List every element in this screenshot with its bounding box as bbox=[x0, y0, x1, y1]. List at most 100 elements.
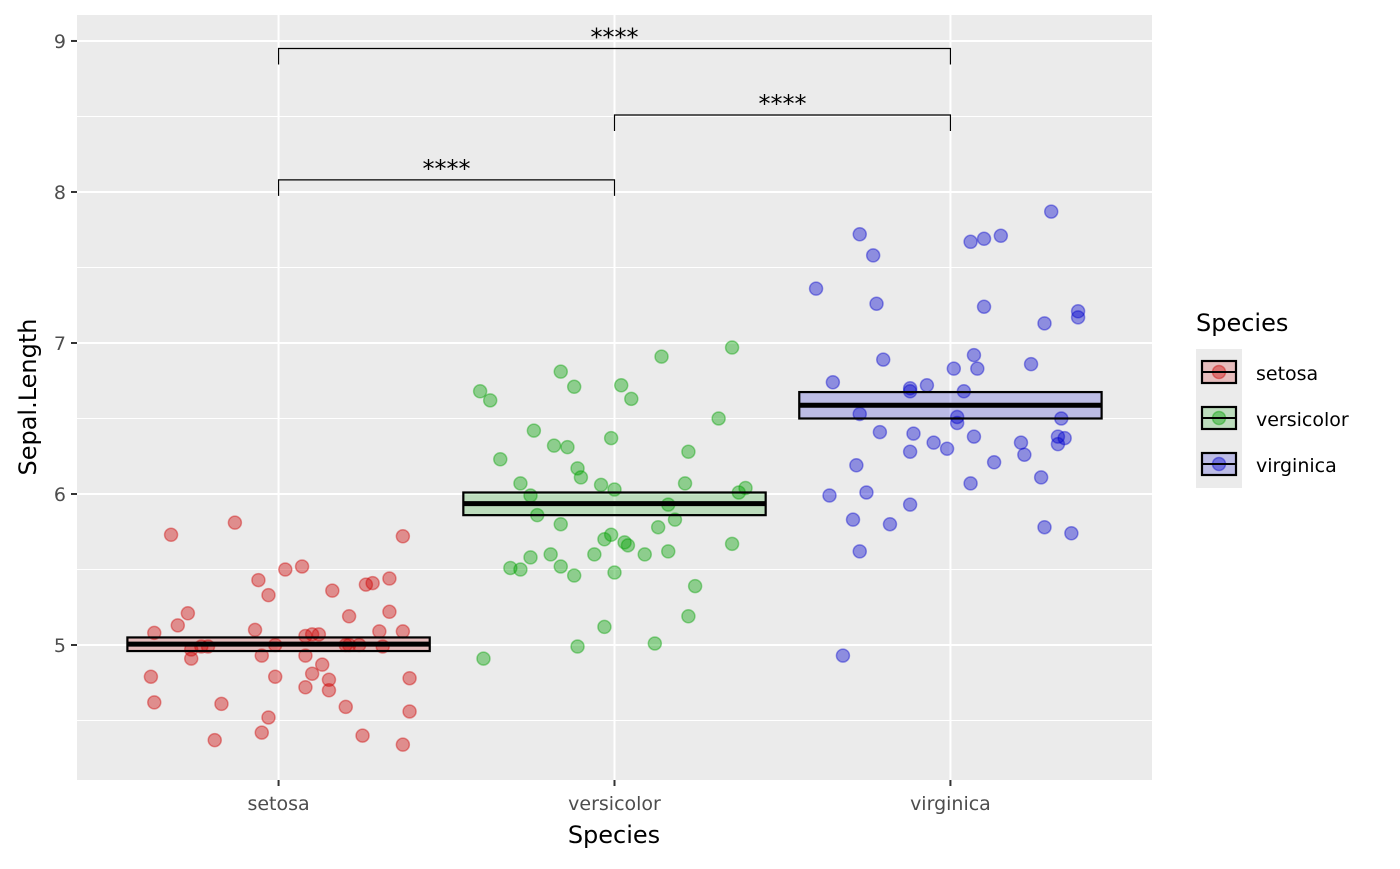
data-point-versicolor bbox=[738, 480, 753, 496]
data-point-setosa bbox=[267, 669, 283, 684]
data-point-versicolor bbox=[597, 532, 612, 547]
data-point-versicolor bbox=[607, 565, 622, 580]
data-point-versicolor bbox=[553, 559, 568, 574]
data-point-setosa bbox=[254, 725, 270, 740]
data-point-versicolor bbox=[647, 636, 663, 651]
comparison-bracket bbox=[277, 179, 616, 196]
data-point-virginica bbox=[882, 516, 898, 532]
data-point-virginica bbox=[1064, 526, 1079, 541]
y-tick-label: 7 bbox=[54, 333, 66, 355]
data-point-virginica bbox=[876, 352, 891, 367]
data-point-setosa bbox=[341, 609, 357, 624]
x-tick-label: virginica bbox=[910, 793, 991, 815]
data-point-setosa bbox=[170, 618, 186, 633]
data-point-virginica bbox=[852, 227, 867, 242]
data-point-setosa bbox=[227, 515, 243, 530]
data-point-versicolor bbox=[724, 340, 740, 355]
y-tick-label: 8 bbox=[54, 182, 66, 204]
data-point-setosa bbox=[372, 624, 387, 639]
data-point-virginica bbox=[970, 361, 985, 376]
data-point-setosa bbox=[298, 648, 313, 663]
data-point-versicolor bbox=[560, 439, 575, 455]
data-point-virginica bbox=[1057, 430, 1072, 446]
data-point-virginica bbox=[1043, 204, 1059, 219]
data-point-virginica bbox=[1070, 304, 1086, 319]
data-point-versicolor bbox=[566, 568, 582, 583]
data-point-virginica bbox=[966, 429, 982, 444]
data-point-virginica bbox=[966, 347, 982, 363]
data-point-versicolor bbox=[526, 423, 542, 438]
data-point-virginica bbox=[1070, 310, 1086, 325]
significance-label: **** bbox=[758, 90, 806, 118]
data-point-setosa bbox=[402, 704, 417, 719]
data-point-setosa bbox=[147, 625, 162, 641]
data-point-setosa bbox=[355, 728, 370, 743]
data-point-setosa bbox=[294, 559, 310, 574]
data-point-setosa bbox=[402, 670, 417, 686]
data-point-virginica bbox=[902, 497, 918, 512]
data-point-virginica bbox=[1013, 435, 1029, 450]
significance-label: **** bbox=[591, 24, 639, 52]
data-point-virginica bbox=[1037, 519, 1052, 535]
data-point-versicolor bbox=[681, 609, 696, 624]
data-point-setosa bbox=[147, 695, 162, 710]
data-point-virginica bbox=[949, 415, 965, 431]
x-axis-title: Species bbox=[568, 821, 660, 849]
data-point-versicolor bbox=[553, 516, 568, 532]
data-point-versicolor bbox=[543, 547, 558, 562]
data-point-virginica bbox=[852, 544, 867, 559]
data-point-versicolor bbox=[482, 393, 498, 408]
data-point-setosa bbox=[261, 587, 276, 603]
data-point-setosa bbox=[304, 666, 320, 681]
data-point-versicolor bbox=[472, 384, 488, 399]
legend-title: Species bbox=[1196, 309, 1288, 337]
data-point-versicolor bbox=[724, 536, 740, 552]
data-point-setosa bbox=[365, 575, 380, 591]
data-point-virginica bbox=[1037, 316, 1052, 331]
data-point-setosa bbox=[261, 710, 276, 725]
data-point-versicolor bbox=[573, 470, 589, 485]
data-point-versicolor bbox=[667, 512, 683, 527]
data-point-setosa bbox=[338, 699, 353, 715]
axes: 5 6 7 8 9 setosa versicolor virginica bbox=[54, 31, 991, 815]
data-point-virginica bbox=[949, 409, 965, 425]
data-point-versicolor bbox=[493, 452, 508, 467]
data-point-setosa bbox=[214, 696, 229, 712]
data-point-setosa bbox=[382, 571, 397, 586]
data-point-versicolor bbox=[681, 444, 696, 459]
data-point-virginica bbox=[1050, 429, 1066, 444]
data-point-setosa bbox=[395, 624, 411, 639]
data-point-virginica bbox=[919, 378, 935, 393]
data-point-virginica bbox=[849, 458, 864, 473]
mean-crossbars bbox=[126, 390, 1103, 653]
significance-label: **** bbox=[423, 155, 471, 183]
data-point-setosa bbox=[163, 527, 179, 543]
data-point-virginica bbox=[845, 512, 861, 527]
data-point-versicolor bbox=[637, 547, 652, 562]
data-point-setosa bbox=[325, 583, 340, 598]
gridlines bbox=[77, 15, 1152, 780]
data-point-virginica bbox=[822, 488, 837, 503]
data-point-setosa bbox=[183, 651, 199, 666]
data-point-virginica bbox=[976, 299, 992, 314]
data-point-versicolor bbox=[687, 578, 703, 594]
data-point-versicolor bbox=[624, 391, 639, 407]
data-point-setosa bbox=[395, 529, 411, 544]
data-point-versicolor bbox=[613, 378, 629, 393]
data-point-setosa bbox=[358, 577, 374, 592]
legend-label-versicolor: versicolor bbox=[1256, 409, 1349, 431]
data-point-versicolor bbox=[587, 547, 602, 562]
comparison-bracket bbox=[277, 47, 952, 65]
x-tick-label: setosa bbox=[247, 793, 309, 815]
data-point-setosa bbox=[382, 604, 397, 620]
data-point-virginica bbox=[906, 426, 921, 441]
data-point-setosa bbox=[143, 669, 159, 684]
data-point-virginica bbox=[835, 648, 851, 663]
data-point-setosa bbox=[321, 672, 337, 687]
data-point-versicolor bbox=[593, 477, 609, 493]
data-point-versicolor bbox=[597, 619, 612, 635]
data-point-versicolor bbox=[711, 411, 726, 426]
data-point-virginica bbox=[926, 435, 941, 450]
data-point-virginica bbox=[1017, 447, 1032, 462]
